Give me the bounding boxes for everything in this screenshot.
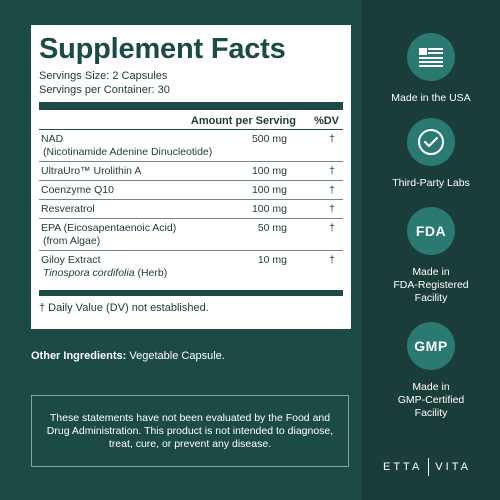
badge-label: Made in the USA: [391, 92, 471, 104]
badges-sidebar: Made in the USA Third-Party Labs FDA Mad…: [362, 0, 500, 500]
fda-icon-text: FDA: [415, 223, 447, 239]
badge-label: Made in FDA-Registered Facility: [393, 266, 469, 304]
badge-label: Made in GMP-Certified Facility: [397, 381, 465, 419]
supplement-facts-panel: Supplement Facts Servings Size: 2 Capsul…: [31, 25, 351, 329]
badge-made-in-usa: Made in the USA: [362, 33, 500, 105]
column-header: Amount per Serving %DV: [39, 110, 343, 130]
footnote: † Daily Value (DV) not established.: [39, 302, 209, 314]
ingredient-row: Resveratrol 100 mg †: [39, 200, 343, 219]
ingredient-row: EPA (Eicosapentaenoic Acid) (from Algae)…: [39, 219, 343, 251]
ingredient-row: Coenzyme Q10 100 mg †: [39, 181, 343, 200]
dv-header: %DV: [313, 115, 339, 127]
divider-thick: [39, 290, 343, 296]
brand-logo: ETTA VITA: [383, 458, 471, 476]
us-flag-icon: [407, 33, 455, 81]
fda-icon: FDA: [407, 207, 455, 255]
ingredient-row: Giloy Extract Tinospora cordifolia (Herb…: [41, 254, 335, 279]
badge-label: Third-Party Labs: [392, 177, 470, 189]
disclaimer-text: These statements have not been evaluated…: [46, 412, 334, 450]
badge-third-party-labs: Third-Party Labs: [362, 118, 500, 190]
badge-gmp-certified: GMP Made in GMP-Certified Facility: [362, 322, 500, 420]
servings-size: Servings Size: 2 Capsules: [39, 70, 168, 82]
fda-disclaimer-box: These statements have not been evaluated…: [31, 395, 349, 467]
amount-header: Amount per Serving: [190, 115, 296, 127]
gmp-icon-text: GMP: [414, 338, 448, 354]
panel-title: Supplement Facts: [39, 33, 286, 65]
badge-fda-registered: FDA Made in FDA-Registered Facility: [362, 207, 500, 305]
gmp-icon: GMP: [407, 322, 455, 370]
other-ingredients: Other Ingredients: Vegetable Capsule.: [31, 350, 225, 362]
servings-per-container: Servings per Container: 30: [39, 84, 170, 96]
checkmark-icon: [407, 118, 455, 166]
divider-thick: [39, 102, 343, 110]
ingredient-row: NAD (Nicotinamide Adenine Dinucleotide) …: [39, 130, 343, 162]
ingredient-row: UltraUro™ Urolithin A 100 mg †: [39, 162, 343, 181]
